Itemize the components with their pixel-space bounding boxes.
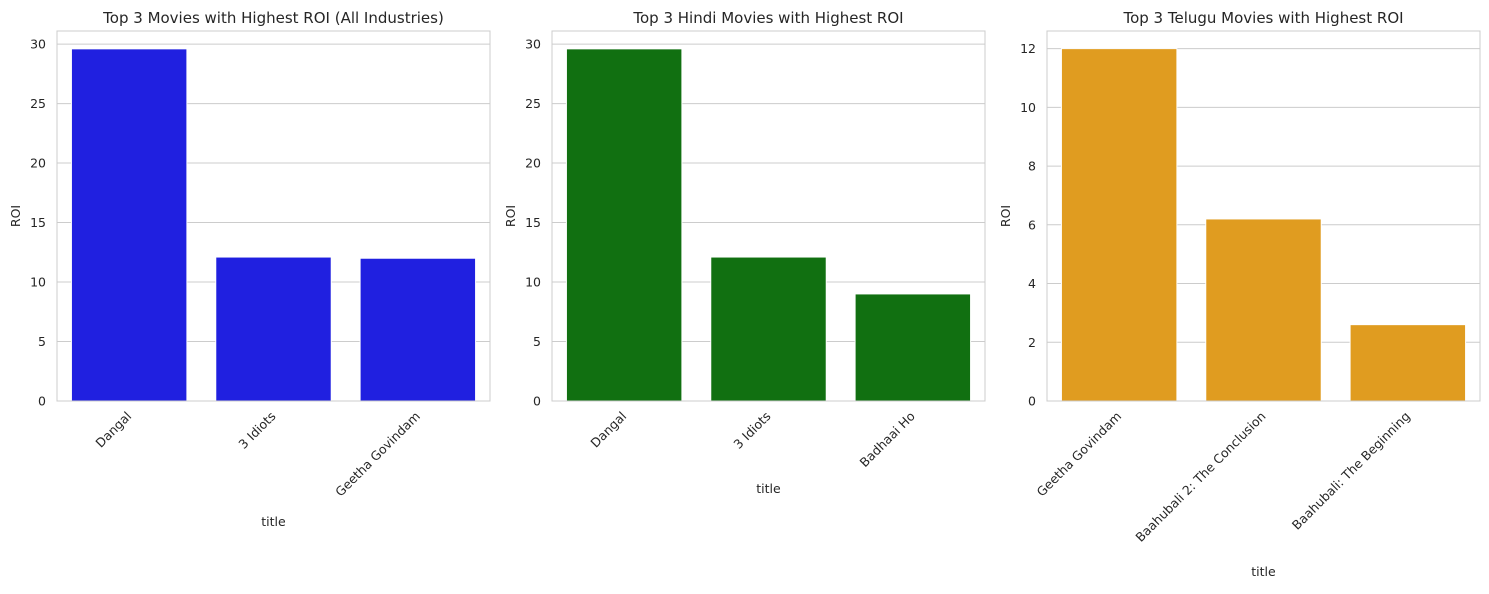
x-tick-label: Dangal [92,409,134,451]
y-tick-label: 25 [30,96,46,111]
y-tick-label: 10 [1020,100,1036,115]
y-tick-label: 15 [30,215,46,230]
y-tick-label: 4 [1028,276,1036,291]
y-tick-label: 2 [1028,335,1036,350]
x-tick-label: 3 Idiots [235,409,278,452]
y-tick-label: 15 [525,215,541,230]
chart-title: Top 3 Hindi Movies with Highest ROI [632,9,903,27]
bar-geetha-govindam [359,257,477,402]
y-tick-label: 20 [30,156,46,171]
x-tick-label: Badhaai Ho [857,409,918,470]
x-tick-label: Geetha Govindam [1033,409,1124,500]
x-tick-label: 3 Idiots [730,409,773,452]
bar-dangal [565,48,683,402]
axes-frame [1046,30,1481,402]
x-tick-label: Geetha Govindam [332,409,423,500]
subplot-3: 0 2 4 6 8 10 12 Geetha Govindam Baahubali 2: The… [998,9,1481,579]
x-tick-label: Baahubali 2: The Conclusion [1132,409,1268,545]
axes-frame [56,30,491,402]
chart-title: Top 3 Movies with Highest ROI (All Indus… [102,9,444,27]
y-tick-label: 25 [525,96,541,111]
bar-3-idiots [215,256,332,402]
bar-baahubali-2-the-conclusion [1205,218,1322,402]
y-tick-label: 8 [1028,159,1036,174]
x-tick-label: Baahubali: The Beginning [1289,409,1413,533]
y-tick-label: 6 [1028,217,1036,232]
x-axis-label: title [261,514,286,529]
bar-dangal [70,48,188,402]
x-axis-label: title [756,481,781,496]
y-tick-label: 0 [38,394,46,409]
y-tick-label: 5 [533,334,541,349]
y-tick-label: 0 [533,394,541,409]
bar-baahubali-the-beginning [1349,324,1467,402]
x-axis-label: title [1251,564,1276,579]
subplot-2: 0 5 10 15 20 25 30 Dangal 3 Idiots Badhaai Ho Top … [503,9,986,496]
axes-frame [551,30,986,402]
y-axis-label: ROI [998,205,1013,227]
y-tick-label: 5 [38,334,46,349]
bar-geetha-govindam [1060,48,1178,402]
subplot-1: 0 5 10 15 20 25 30 Dangal 3 Idiots Geetha Govinda… [8,9,491,529]
bar-badhaai-ho [854,293,972,402]
y-axis-label: ROI [8,205,23,227]
y-tick-label: 30 [525,37,541,52]
y-tick-label: 10 [525,275,541,290]
chart-title: Top 3 Telugu Movies with Highest ROI [1122,9,1403,27]
y-tick-label: 10 [30,275,46,290]
y-axis-label: ROI [503,205,518,227]
x-tick-label: Dangal [587,409,629,451]
bar-3-idiots [710,256,827,402]
y-tick-label: 20 [525,156,541,171]
y-tick-label: 0 [1028,394,1036,409]
y-tick-label: 12 [1020,41,1036,56]
y-tick-label: 30 [30,37,46,52]
